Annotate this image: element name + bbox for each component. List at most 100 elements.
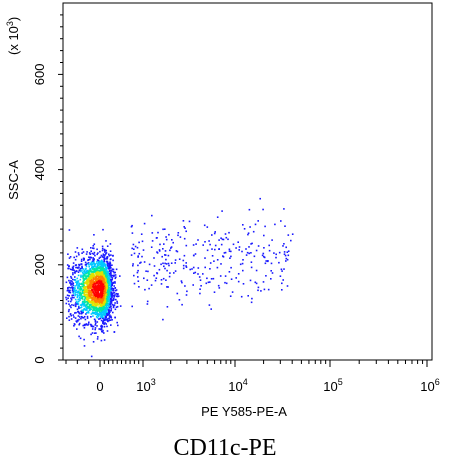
event-point bbox=[84, 271, 87, 274]
event-point bbox=[98, 313, 100, 315]
event-point bbox=[111, 284, 113, 286]
event-point bbox=[92, 261, 95, 264]
event-point bbox=[84, 304, 86, 307]
event-point bbox=[286, 258, 289, 261]
event-point bbox=[91, 332, 94, 334]
event-point bbox=[74, 264, 77, 266]
event-point bbox=[85, 313, 87, 315]
event-point bbox=[275, 253, 277, 256]
event-point bbox=[109, 262, 111, 265]
event-point bbox=[186, 290, 188, 293]
event-point bbox=[107, 291, 109, 293]
event-point bbox=[106, 296, 109, 299]
event-point bbox=[107, 313, 109, 316]
event-point bbox=[94, 311, 97, 314]
event-point bbox=[115, 268, 118, 271]
event-point bbox=[103, 339, 106, 341]
event-point bbox=[183, 226, 185, 228]
event-point bbox=[95, 313, 98, 315]
event-point bbox=[173, 272, 175, 274]
event-point bbox=[79, 287, 82, 290]
event-point bbox=[89, 280, 91, 282]
event-point bbox=[86, 269, 89, 272]
event-point bbox=[211, 248, 213, 250]
event-point bbox=[115, 289, 118, 291]
event-point bbox=[209, 243, 211, 246]
event-point bbox=[83, 282, 86, 285]
event-point bbox=[130, 225, 133, 228]
event-point bbox=[104, 299, 106, 302]
event-point bbox=[83, 345, 86, 347]
event-point bbox=[94, 327, 97, 329]
event-point bbox=[88, 309, 91, 311]
event-point bbox=[95, 307, 98, 309]
event-point bbox=[75, 255, 78, 258]
event-point bbox=[90, 313, 93, 315]
event-point bbox=[99, 284, 101, 287]
event-point bbox=[92, 341, 95, 343]
event-point bbox=[78, 253, 80, 256]
event-point bbox=[202, 273, 204, 275]
event-point bbox=[92, 277, 94, 279]
event-point bbox=[90, 301, 92, 304]
event-point bbox=[239, 263, 242, 266]
event-point bbox=[83, 323, 86, 326]
event-point bbox=[90, 256, 92, 259]
event-point bbox=[287, 250, 290, 252]
event-point bbox=[100, 288, 102, 291]
event-point bbox=[79, 298, 81, 301]
event-point bbox=[104, 304, 107, 306]
event-point bbox=[78, 300, 80, 303]
event-point bbox=[206, 277, 208, 280]
event-point bbox=[91, 302, 94, 305]
event-point bbox=[132, 243, 135, 246]
event-point bbox=[103, 264, 106, 266]
event-point bbox=[92, 298, 95, 301]
event-point bbox=[97, 336, 99, 338]
event-point bbox=[84, 306, 87, 308]
event-point bbox=[108, 319, 110, 322]
event-point bbox=[94, 263, 97, 265]
event-point bbox=[82, 309, 84, 311]
event-point bbox=[193, 254, 195, 257]
event-point bbox=[73, 287, 76, 289]
event-point bbox=[87, 287, 89, 289]
event-point bbox=[105, 249, 107, 252]
event-point bbox=[104, 251, 106, 253]
event-point bbox=[86, 296, 88, 298]
event-point bbox=[86, 295, 89, 298]
event-point bbox=[283, 268, 285, 270]
event-point bbox=[261, 254, 264, 257]
event-point bbox=[110, 276, 113, 278]
event-point bbox=[109, 283, 112, 285]
event-point bbox=[113, 274, 115, 277]
event-point bbox=[251, 297, 253, 300]
event-point bbox=[263, 288, 266, 291]
event-point bbox=[164, 262, 166, 265]
event-point bbox=[115, 276, 117, 278]
event-point bbox=[96, 253, 98, 256]
event-point bbox=[274, 223, 276, 226]
event-point bbox=[77, 315, 80, 317]
event-point bbox=[88, 269, 91, 272]
event-point bbox=[94, 276, 96, 278]
event-point bbox=[153, 265, 156, 267]
event-point bbox=[93, 275, 96, 277]
event-point bbox=[80, 287, 83, 290]
event-point bbox=[250, 261, 253, 263]
event-point bbox=[247, 233, 249, 236]
event-point bbox=[83, 290, 85, 293]
event-point bbox=[174, 259, 177, 261]
event-point bbox=[86, 300, 89, 303]
event-point bbox=[168, 233, 170, 236]
event-point bbox=[80, 274, 82, 277]
event-point bbox=[133, 282, 136, 285]
event-point bbox=[102, 269, 104, 271]
event-point bbox=[95, 286, 98, 289]
event-point bbox=[66, 317, 68, 319]
event-point bbox=[98, 274, 101, 276]
event-point bbox=[108, 264, 111, 266]
event-point bbox=[105, 306, 107, 309]
event-point bbox=[87, 280, 89, 283]
event-point bbox=[87, 291, 89, 294]
